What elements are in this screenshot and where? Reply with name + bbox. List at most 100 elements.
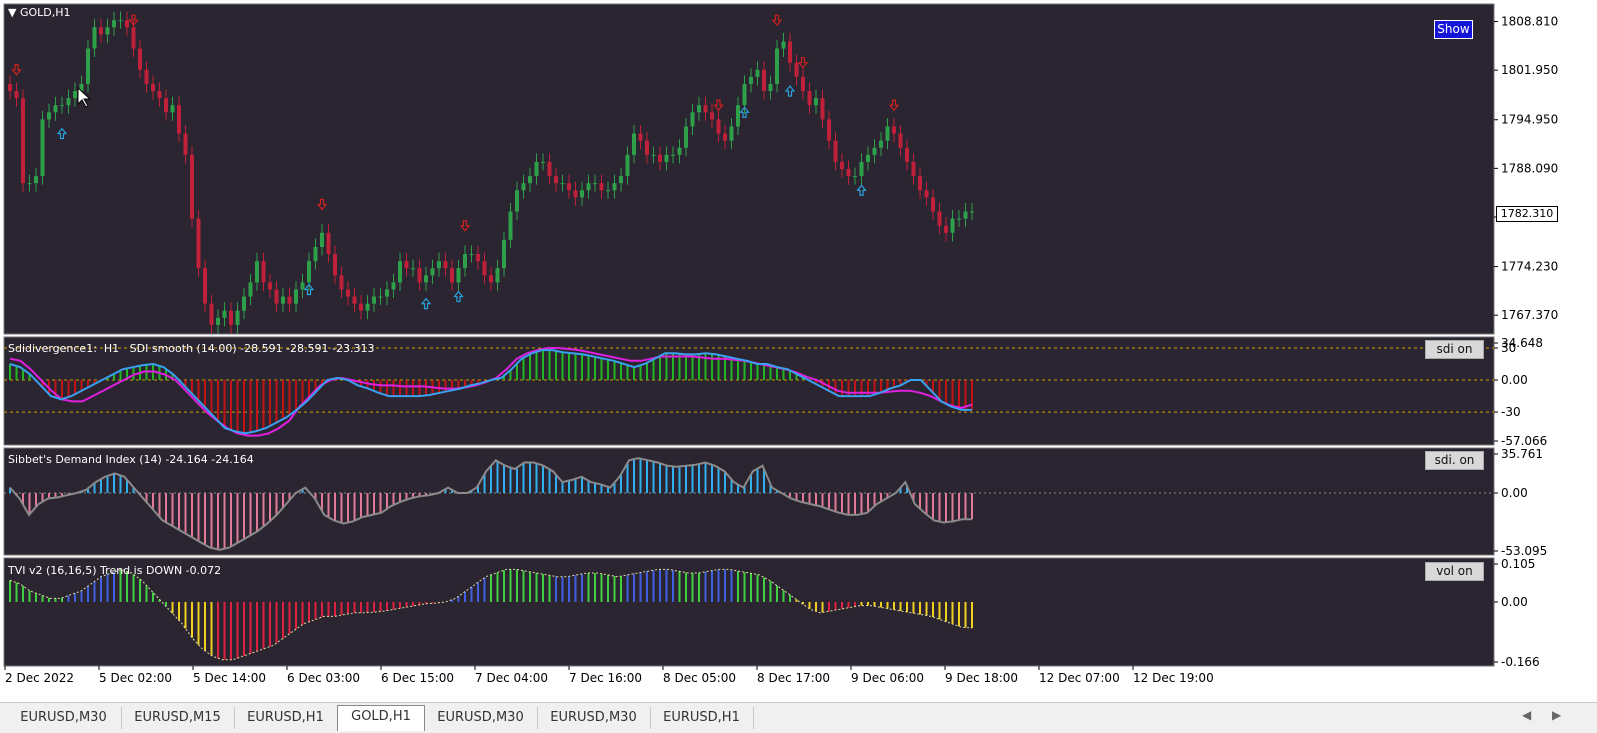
candle-body [92,27,97,49]
tab-eurusd-m30[interactable]: EURUSD,M30 [6,707,122,729]
tab-eurusd-m30-2[interactable]: EURUSD,M30 [424,707,538,729]
buy-arrow-icon [56,127,68,140]
symbol-dropdown[interactable]: ▼ GOLD,H1 [8,6,71,19]
candle-body [281,296,285,304]
buy-arrow-icon [856,184,867,196]
chart-window[interactable]: 1808.8101801.9501794.9501788.0901781.230… [0,0,1597,700]
candle-body [112,20,116,28]
candle-body [164,98,168,113]
candle-body [222,310,227,318]
candle-body [638,133,643,141]
candle-body [898,133,903,148]
buy-arrow-icon [420,297,432,310]
price-axis-label: 1794.950 [1501,113,1558,127]
candle-body [190,154,194,219]
candle-body [248,282,253,297]
chart-canvas[interactable]: 1808.8101801.9501794.9501788.0901781.230… [0,0,1597,700]
sdi-toggle-button[interactable]: sdi on [1425,340,1484,359]
candle-body [762,69,766,92]
candle-body [859,161,864,177]
tvi-panel-title: TVI v2 (16,16,5) Trend is DOWN -0.072 [8,564,222,577]
tab-gold-h1[interactable]: GOLD,H1 [337,705,425,731]
candle-body [352,296,357,304]
candle-body [157,91,162,99]
candle-body [755,69,760,77]
tab-eurusd-h1[interactable]: EURUSD,H1 [234,707,338,729]
current-price-tag: 1782.310 [1496,206,1558,222]
candle-body [346,289,350,297]
candle-body [528,176,532,184]
candle-body [885,126,890,141]
show-button[interactable]: Show [1434,20,1473,39]
time-axis-label: 9 Dec 18:00 [945,671,1018,685]
tab-scroll-right-icon[interactable]: ▶ [1552,708,1562,722]
candle-body [443,261,448,269]
tab-eurusd-m30-3[interactable]: EURUSD,M30 [537,707,651,729]
candle-body [788,41,792,63]
candle-body [27,183,32,185]
tab-eurusd-h1-2[interactable]: EURUSD,H1 [650,707,754,729]
candle-body [742,83,747,106]
candle-body [268,282,272,290]
candle-body [931,197,935,212]
candle-body [450,268,454,283]
candle-body [125,20,129,28]
candle-body [60,105,64,107]
tvi-toggle-button[interactable]: vol on [1425,562,1484,581]
candle-body [359,303,363,311]
candle-body [866,154,870,162]
candle-body [521,183,526,191]
candle-body [21,98,25,184]
candle-body [398,261,402,283]
candle-body [53,105,58,113]
candle-body [8,83,12,92]
candle-body [86,48,90,84]
tab-scroll-left-icon[interactable]: ◀ [1522,708,1532,722]
candle-body [320,232,324,247]
time-axis-label: 6 Dec 15:00 [381,671,454,685]
buy-arrow-icon [739,106,750,118]
sibbet-toggle-button[interactable]: sdi. on [1425,451,1484,470]
candle-body [924,190,929,198]
candle-body [677,147,682,155]
candle-body [671,154,675,156]
sdi-panel-title: Sdidivergence1: H1 SDI smooth (14.00) -2… [8,342,375,355]
candle-body [651,154,656,156]
price-axis-label: 1788.090 [1501,161,1558,175]
candle-body [294,289,298,304]
panel-bg-price [3,3,1495,335]
sdi-line [9,349,972,435]
candle-body [541,161,545,163]
candle-body [14,91,19,99]
candle-body [690,112,695,127]
candle-body [300,282,305,290]
sib-axis-label: 35.761 [1501,447,1543,461]
candle-body [404,261,409,269]
tvi-axis-label: -0.166 [1501,655,1540,669]
sdi-axis-label: -30 [1501,405,1521,419]
candle-body [957,218,961,220]
candle-body [534,161,539,177]
candle-body [489,275,493,283]
time-axis-label: 5 Dec 02:00 [99,671,172,685]
candle-body [684,126,688,148]
sdi-axis-label: -57.066 [1501,434,1547,448]
candle-body [47,112,51,120]
candle-body [177,105,181,134]
panel-bg-tvi [3,557,1495,667]
candle-body [833,140,838,162]
candle-body [645,140,649,155]
candle-body [515,190,519,212]
candle-body [482,261,487,276]
candle-body [944,225,948,233]
candle-body [846,169,851,177]
candle-body [703,105,708,113]
candle-body [580,190,584,198]
candle-body [437,261,441,269]
candle-body [892,126,896,134]
sib-axis-label: -53.095 [1501,544,1547,558]
candle-body [625,154,630,177]
candle-body [495,268,500,283]
tvi-outline [9,568,973,661]
tab-eurusd-m15[interactable]: EURUSD,M15 [121,707,235,729]
